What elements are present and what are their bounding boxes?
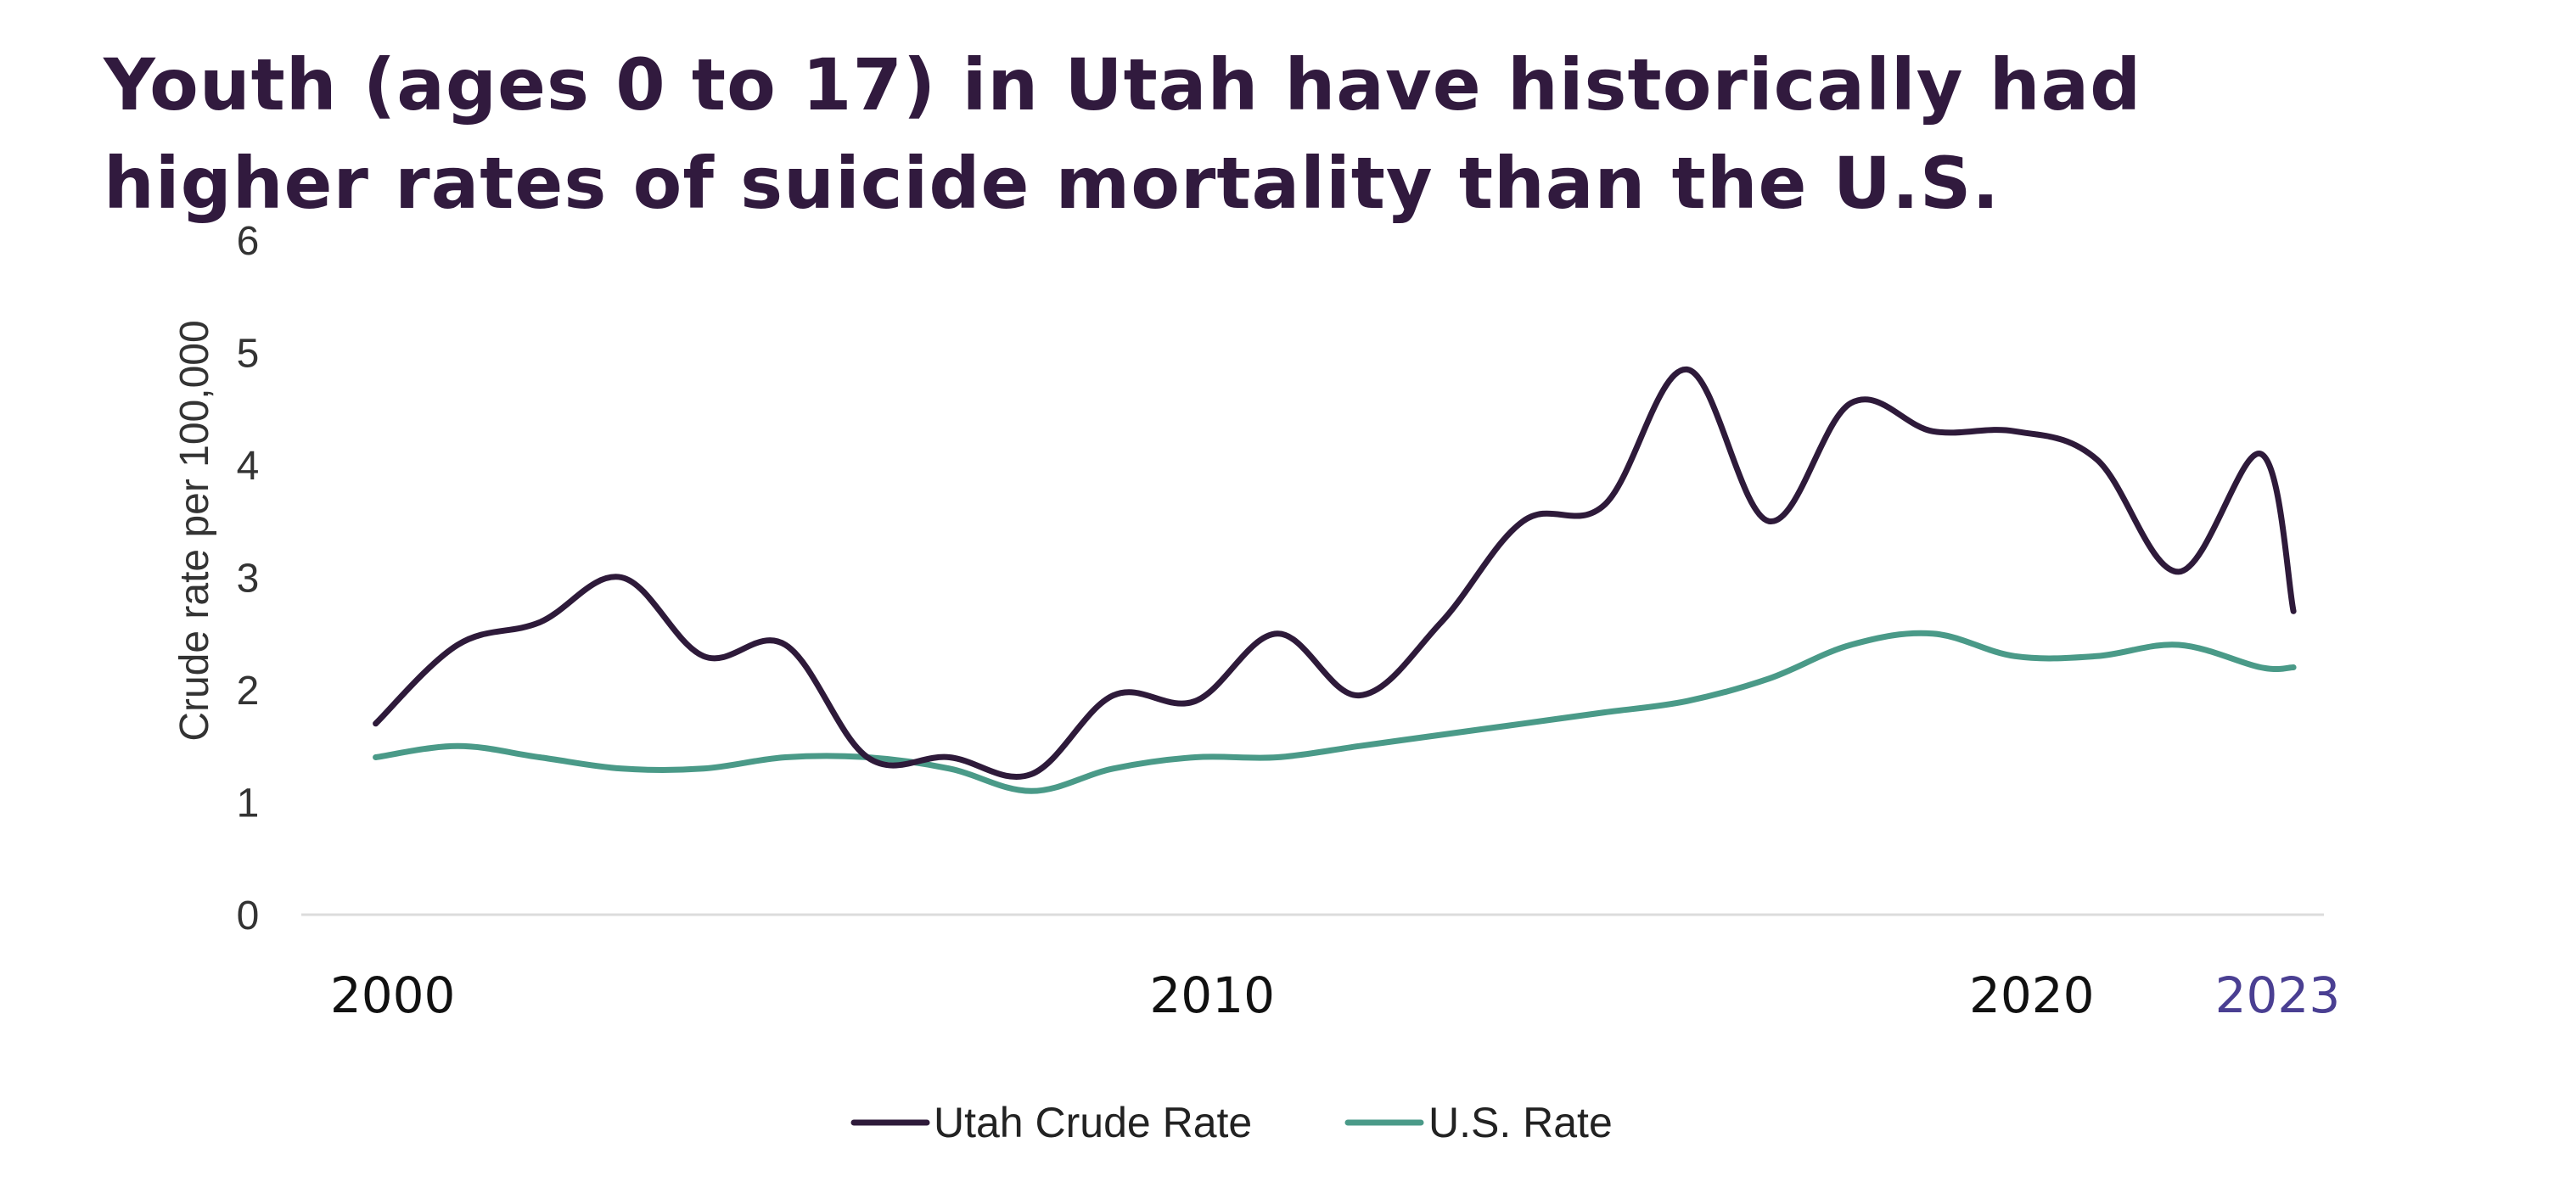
- chart-title: Youth (ages 0 to 17) in Utah have histor…: [104, 36, 2395, 232]
- y-tick-label: 1: [237, 781, 260, 826]
- chart-axes: 0 1 2 3 4 5 6 Crude rate per 100,000 2000 2010 202…: [172, 219, 2340, 1024]
- x-tick-label: 2023: [2215, 966, 2341, 1024]
- y-tick-label: 2: [237, 669, 260, 714]
- y-tick-label: 3: [237, 557, 260, 602]
- y-tick-label: 6: [237, 219, 260, 264]
- chart-legend: Utah Crude Rate U.S. Rate: [850, 1099, 1613, 1146]
- y-axis-label: Crude rate per 100,000: [172, 320, 217, 741]
- chart-lines: [373, 366, 2297, 794]
- legend-label-u-s-rate: U.S. Rate: [1428, 1099, 1613, 1146]
- x-tick-label: 2010: [1149, 966, 1275, 1024]
- chart-title-line-2: higher rates of suicide mortality than t…: [104, 142, 2001, 225]
- y-tick-label: 4: [237, 444, 260, 489]
- chart-title-line-1: Youth (ages 0 to 17) in Utah have histor…: [104, 43, 2142, 126]
- y-tick-label: 5: [237, 332, 260, 377]
- series-line-u-s-rate: [373, 630, 2297, 794]
- series-line-utah-crude-rate: [373, 366, 2297, 781]
- x-tick-label: 2020: [1969, 966, 2095, 1024]
- y-tick-label: 0: [237, 893, 260, 938]
- x-tick-label: 2000: [330, 966, 456, 1024]
- legend-label-utah-crude-rate: Utah Crude Rate: [934, 1099, 1252, 1146]
